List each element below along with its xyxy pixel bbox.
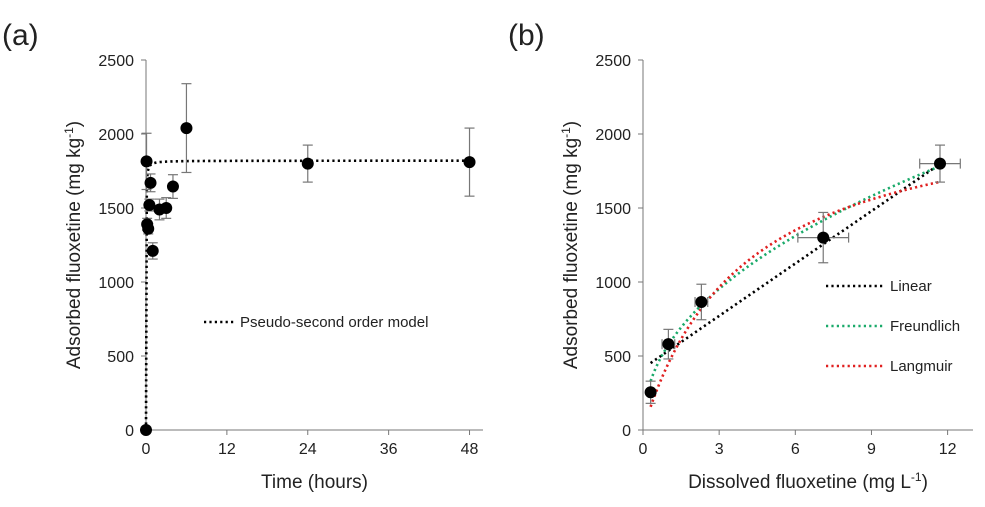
y-tick-label: 1500	[98, 201, 134, 218]
y-tick-label: 1000	[98, 275, 134, 292]
y-tick-label: 2000	[98, 127, 134, 144]
data-point	[166, 180, 179, 193]
y-tick-label: 500	[107, 349, 134, 366]
data-point	[695, 295, 708, 308]
y-tick-label: 2000	[595, 127, 631, 144]
x-tick-label: 24	[299, 441, 317, 458]
y-tick-label: 1000	[595, 275, 631, 292]
x-tick-label: 0	[639, 441, 648, 458]
x-tick-label: 0	[142, 441, 151, 458]
data-point	[301, 157, 314, 170]
chart-b: (b) 0 500 1000 1500 2000 2500 0 3 6 9 12 Dissolved …	[508, 19, 973, 493]
model-curve	[649, 180, 941, 408]
panel-a-plot: 0 500 1000 1500 2000 2500 0 12 24 36 48 Time (hours…	[62, 53, 483, 493]
x-axis-title: Time (hours)	[261, 472, 368, 493]
y-tick-label: 0	[125, 423, 134, 440]
chart-a: (a) 0 500 1000 1500 2000 2500 0 12 24 36 48 Time (h…	[2, 19, 483, 493]
data-point	[644, 386, 657, 399]
y-axis-title: Adsorbed fluoxetine (mg kg-1)	[62, 121, 85, 369]
panel-b-plot: 0 500 1000 1500 2000 2500 0 3 6 9 12 Dissolved fluo…	[559, 53, 973, 493]
y-tick-label: 2500	[98, 53, 134, 70]
x-axis-title: Dissolved fluoxetine (mg L-1)	[688, 470, 928, 493]
x-tick-label: 36	[380, 441, 398, 458]
panel-b-label: (b)	[508, 19, 545, 52]
data-point	[140, 155, 153, 168]
data-point	[180, 122, 193, 135]
model-curve	[649, 164, 941, 382]
data-point	[934, 157, 946, 170]
x-tick-label: 9	[867, 441, 876, 458]
y-tick-label: 0	[622, 423, 631, 440]
x-tick-label: 3	[715, 441, 724, 458]
legend-label: Pseudo-second order model	[240, 314, 428, 331]
y-tick-label: 2500	[595, 53, 631, 70]
legend-label: Freundlich	[890, 318, 960, 335]
x-tick-label: 6	[791, 441, 800, 458]
data-point	[146, 244, 159, 257]
data-point	[142, 222, 155, 235]
data-point	[662, 338, 675, 351]
panel-a-label: (a)	[2, 19, 39, 52]
data-point	[143, 199, 156, 212]
data-point	[140, 424, 152, 436]
x-tick-label: 48	[461, 441, 479, 458]
x-tick-label: 12	[218, 441, 236, 458]
legend-label: Linear	[890, 278, 932, 295]
data-point	[817, 231, 830, 244]
y-axis-title: Adsorbed fluoxetine (mg kg-1)	[559, 121, 582, 369]
model-curve	[649, 162, 941, 365]
data-point	[463, 156, 476, 169]
y-tick-label: 1500	[595, 201, 631, 218]
x-tick-label: 12	[939, 441, 957, 458]
data-point	[160, 202, 173, 214]
legend-label: Langmuir	[890, 358, 953, 375]
model-curve	[144, 159, 470, 431]
data-point	[144, 176, 157, 189]
y-tick-label: 500	[604, 349, 631, 366]
